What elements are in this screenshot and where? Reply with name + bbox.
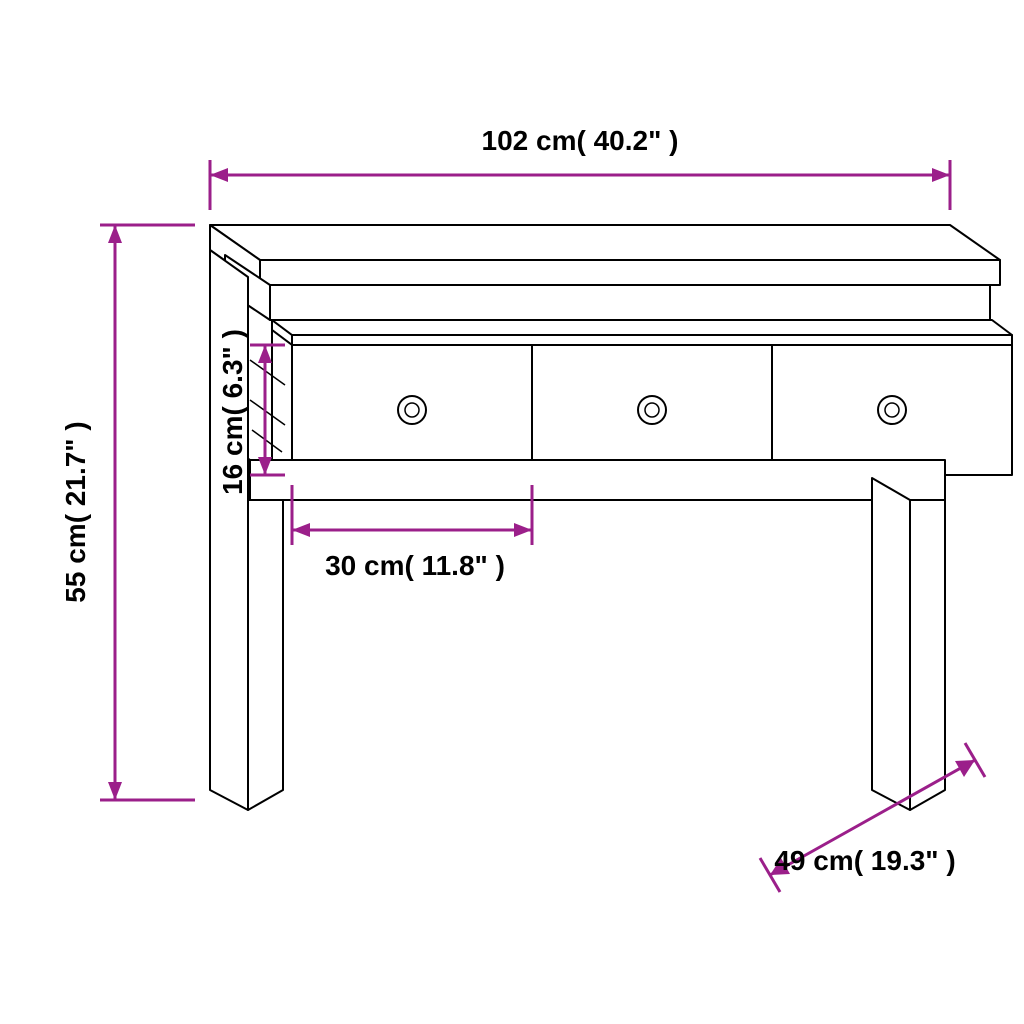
dim-height: 55 cm( 21.7" ) [60,225,195,800]
dim-drawer-h-label: 16 cm( 6.3" ) [217,329,248,495]
dim-depth-label: 49 cm( 19.3" ) [774,845,955,876]
dim-height-label: 55 cm( 21.7" ) [60,421,91,602]
table-drawing [210,225,1012,810]
dimension-diagram: 102 cm( 40.2" ) 55 cm( 21.7" ) 16 cm( 6.… [0,0,1024,1024]
dim-width-label: 102 cm( 40.2" ) [482,125,679,156]
dim-drawer-w-label: 30 cm( 11.8" ) [325,550,505,581]
dim-width: 102 cm( 40.2" ) [210,125,950,210]
